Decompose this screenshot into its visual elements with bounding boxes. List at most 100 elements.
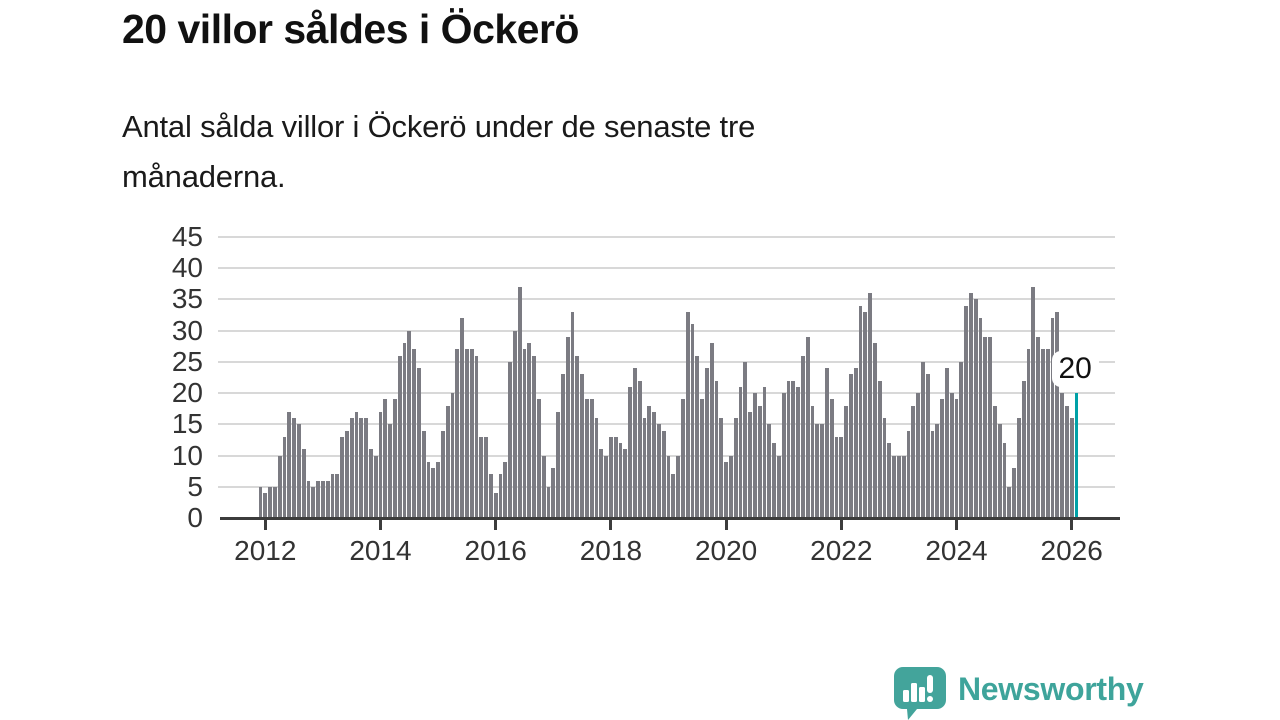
bar bbox=[618, 443, 623, 518]
bar-chart: 0 5 10 15 20 25 30 35 40 45 2012 2014 2016 2018 2020 20… bbox=[171, 221, 1120, 566]
bar bbox=[469, 349, 474, 518]
bar bbox=[738, 386, 743, 518]
bar bbox=[412, 349, 417, 518]
x-axis-tick bbox=[263, 520, 267, 530]
bar bbox=[580, 374, 585, 518]
bar bbox=[527, 343, 532, 518]
bar bbox=[397, 355, 402, 518]
bar bbox=[690, 324, 695, 518]
bar bbox=[344, 430, 349, 518]
bar bbox=[695, 355, 700, 518]
bar bbox=[992, 405, 997, 518]
y-axis-tick-label: 30 bbox=[171, 314, 203, 346]
bar bbox=[532, 355, 537, 518]
bar bbox=[757, 405, 762, 518]
x-axis-tick bbox=[379, 520, 382, 530]
bar bbox=[258, 486, 263, 518]
bar bbox=[767, 424, 772, 518]
bar bbox=[426, 461, 431, 518]
bar bbox=[959, 361, 964, 518]
bar bbox=[546, 486, 551, 518]
highlighted-bar bbox=[1074, 393, 1079, 518]
bar bbox=[488, 474, 493, 518]
y-axis-tick-label: 35 bbox=[171, 283, 203, 315]
bar bbox=[565, 336, 570, 518]
bar bbox=[613, 436, 618, 518]
bar bbox=[964, 305, 969, 518]
x-axis-tick bbox=[955, 520, 958, 530]
bar bbox=[464, 349, 469, 518]
bar bbox=[503, 461, 508, 518]
bar bbox=[671, 474, 676, 518]
bar bbox=[517, 286, 522, 518]
bar bbox=[997, 424, 1002, 518]
bar bbox=[599, 449, 604, 518]
bar bbox=[1060, 393, 1065, 518]
bar bbox=[800, 355, 805, 518]
bar bbox=[839, 436, 844, 518]
bar bbox=[541, 455, 546, 518]
x-axis-tick-label: 2018 bbox=[579, 535, 643, 566]
bar bbox=[1031, 286, 1036, 518]
bar bbox=[378, 411, 383, 518]
bar bbox=[455, 349, 460, 518]
bar bbox=[642, 418, 647, 518]
bar bbox=[373, 455, 378, 518]
bar bbox=[498, 474, 503, 518]
bar bbox=[306, 480, 311, 518]
bar bbox=[460, 318, 465, 518]
brand-name: Newsworthy bbox=[958, 671, 1144, 707]
x-axis-tick-label: 2020 bbox=[694, 535, 758, 566]
gridline bbox=[218, 236, 1115, 238]
bar bbox=[416, 368, 421, 518]
bar bbox=[872, 343, 877, 518]
bar bbox=[647, 405, 652, 518]
bar bbox=[608, 436, 613, 518]
bar bbox=[752, 393, 757, 518]
bar bbox=[349, 418, 354, 518]
bar bbox=[676, 455, 681, 518]
bar bbox=[901, 455, 906, 518]
y-axis-tick-label: 25 bbox=[171, 345, 203, 377]
x-axis-tick bbox=[1070, 520, 1074, 530]
value-callout: 20 bbox=[1051, 351, 1099, 388]
gridline bbox=[218, 298, 1115, 301]
bar bbox=[853, 368, 858, 518]
bar bbox=[560, 374, 565, 518]
bar bbox=[445, 405, 450, 518]
x-axis-tick-label: 2026 bbox=[1040, 535, 1103, 566]
bar bbox=[508, 361, 513, 518]
bar bbox=[896, 455, 901, 518]
bar bbox=[978, 318, 983, 518]
bar bbox=[493, 493, 498, 518]
bar bbox=[810, 405, 815, 518]
bar bbox=[848, 374, 853, 518]
bar bbox=[930, 430, 935, 518]
bar bbox=[1055, 311, 1060, 518]
gridline bbox=[218, 454, 1115, 457]
bar bbox=[484, 436, 489, 518]
bar bbox=[834, 436, 839, 518]
bar bbox=[844, 405, 849, 518]
bar bbox=[479, 436, 484, 518]
bar bbox=[743, 361, 748, 518]
bar bbox=[719, 418, 724, 518]
bar bbox=[292, 418, 297, 518]
gridline bbox=[218, 360, 1115, 363]
bar bbox=[906, 430, 911, 518]
bar bbox=[1069, 418, 1074, 518]
bar bbox=[954, 399, 959, 518]
bar bbox=[968, 293, 973, 518]
bar bbox=[354, 411, 359, 518]
bar bbox=[1021, 380, 1026, 518]
bar bbox=[575, 355, 580, 518]
bar bbox=[301, 449, 306, 518]
bar bbox=[820, 424, 825, 518]
bar bbox=[320, 480, 325, 518]
bar bbox=[973, 299, 978, 518]
bar bbox=[656, 424, 661, 518]
bar bbox=[388, 424, 393, 518]
bar bbox=[925, 374, 930, 518]
bar bbox=[637, 380, 642, 518]
